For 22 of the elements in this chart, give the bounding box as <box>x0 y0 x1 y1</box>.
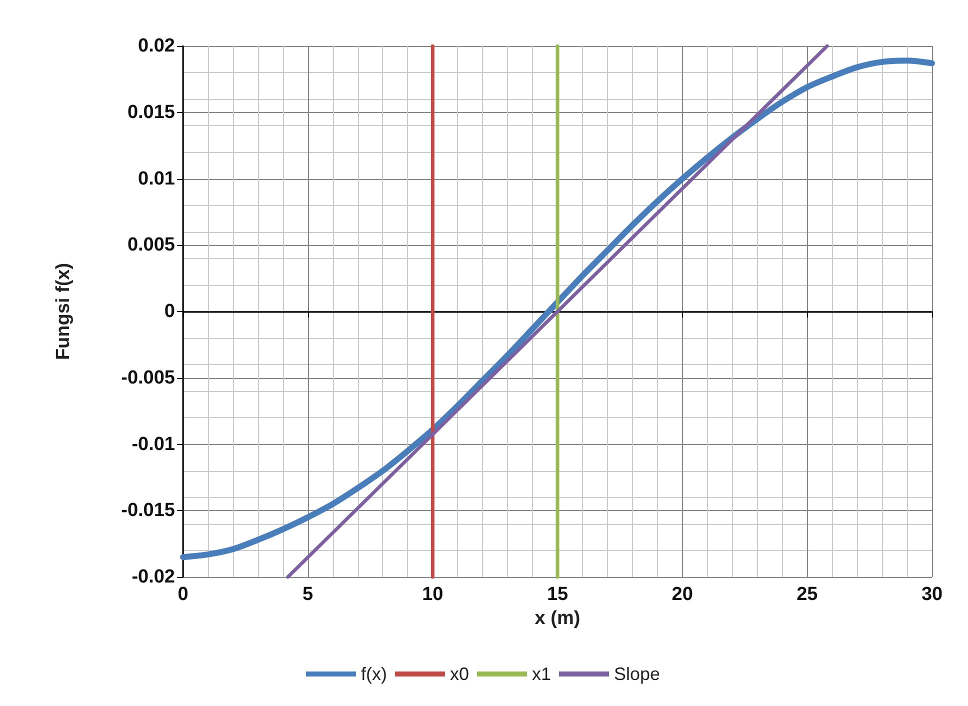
legend-label: x0 <box>450 664 469 684</box>
y-tick-label: -0.02 <box>132 566 175 588</box>
x-axis-title: x (m) <box>534 608 580 629</box>
y-tick-label: -0.01 <box>132 434 176 455</box>
x-tick-label: 30 <box>921 584 943 605</box>
x-tick-label: 25 <box>796 584 818 605</box>
legend-label: x1 <box>532 664 551 684</box>
y-tick-label: 0.02 <box>138 36 175 56</box>
x-tick-label: 10 <box>422 584 444 605</box>
y-tick-label: 0 <box>164 301 175 322</box>
legend-label: Slope <box>614 664 660 684</box>
x-tick-label: 5 <box>302 584 314 605</box>
x-tick-label: 15 <box>546 584 568 605</box>
y-tick-label: 0.015 <box>127 102 176 123</box>
y-tick-label: 0.005 <box>127 234 176 256</box>
y-tick-label: 0.01 <box>138 168 176 190</box>
y-axis-title: Fungsi f(x) <box>53 262 74 360</box>
legend-label: f(x) <box>360 664 387 684</box>
y-tick-label: -0.005 <box>121 367 176 388</box>
y-tick-label: -0.015 <box>121 500 176 522</box>
x-tick-label: 0 <box>178 584 188 605</box>
x-tick-label: 20 <box>672 584 693 605</box>
